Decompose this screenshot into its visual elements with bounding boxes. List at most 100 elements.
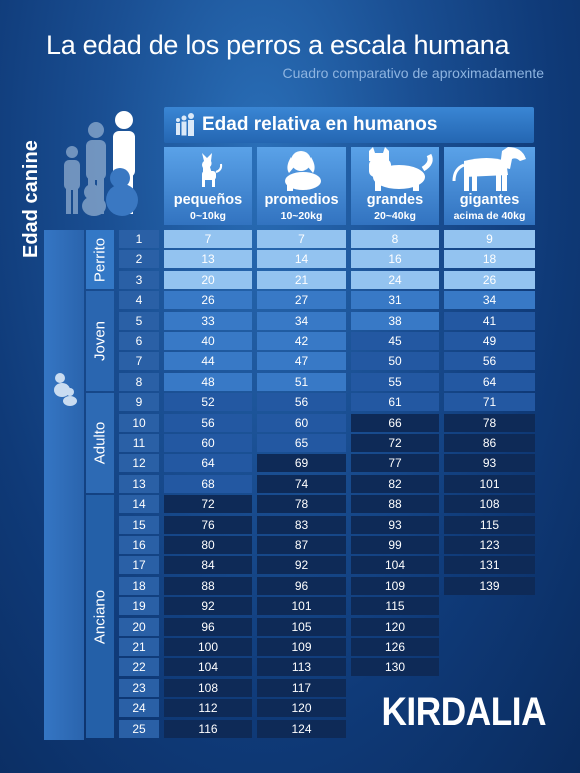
relative-age-header: Edad relativa en humanos	[164, 107, 534, 143]
human-age-cell: 65	[257, 434, 346, 452]
human-age-cell: 86	[444, 434, 535, 452]
human-age-cell: 116	[164, 719, 252, 738]
dog-age-cell: 3	[119, 270, 159, 289]
human-age-cell: 20	[164, 270, 252, 289]
dog-age-cell: 19	[119, 597, 159, 616]
dog-age-cell: 2	[119, 250, 159, 269]
human-age-cell: 60	[164, 434, 252, 452]
human-age-cell: 47	[257, 352, 346, 371]
human-age-cell: 77	[351, 454, 439, 473]
human-age-cell: 72	[164, 495, 252, 514]
human-age-cell: 45	[351, 332, 439, 350]
dog-age-cell: 20	[119, 617, 159, 636]
column-label-small: pequeños	[173, 192, 243, 208]
human-age-cell: 50	[351, 352, 439, 371]
human-age-cell: 115	[444, 515, 535, 534]
human-age-cell: 55	[351, 372, 439, 391]
dog-age-cell: 22	[119, 658, 159, 677]
human-age-cell: 87	[257, 536, 346, 554]
dog-age-cell: 16	[119, 536, 159, 554]
human-age-cell: 52	[164, 393, 252, 412]
human-age-cell: 108	[444, 495, 535, 514]
human-age-cell: 40	[164, 332, 252, 350]
human-age-cell: 84	[164, 556, 252, 575]
human-age-cell: 74	[257, 474, 346, 493]
human-age-cell: 14	[257, 250, 346, 269]
human-age-cell: 131	[444, 556, 535, 575]
human-age-cell: 24	[351, 270, 439, 289]
human-family-icon	[64, 111, 138, 216]
dog-age-cell: 14	[119, 495, 159, 514]
relative-age-title: Edad relativa en humanos	[202, 114, 438, 135]
human-age-cell: 71	[444, 393, 535, 412]
human-age-cell: 34	[257, 311, 346, 330]
human-age-cell: 99	[351, 536, 439, 554]
human-age-cell: 113	[257, 658, 346, 677]
human-age-cell: 120	[257, 699, 346, 718]
human-age-cell: 120	[351, 617, 439, 636]
human-age-cell: 26	[164, 291, 252, 310]
dog-age-cell: 4	[119, 291, 159, 310]
human-age-cell: 83	[257, 515, 346, 534]
dog-family-icon	[54, 373, 77, 406]
human-age-cell: 7	[257, 230, 346, 248]
human-age-cell: 7	[164, 230, 252, 248]
column-weight-medium: 10~20kg	[280, 210, 323, 222]
column-header-medium: promedios 10~20kg	[257, 147, 346, 225]
human-age-cell: 38	[351, 311, 439, 330]
human-age-cell: 88	[351, 495, 439, 514]
giant-dog-icon	[452, 147, 526, 191]
life-stage-band: Perrito	[86, 230, 114, 290]
human-age-cell: 69	[257, 454, 346, 473]
life-stage-band: Joven	[86, 291, 114, 392]
human-age-cell: 31	[351, 291, 439, 310]
human-age-cell: 104	[164, 658, 252, 677]
human-age-cell: 26	[444, 270, 535, 289]
human-age-cell: 41	[444, 311, 535, 330]
page-title: La edad de los perros a escala humana	[46, 30, 510, 60]
dog-age-cell: 5	[119, 311, 159, 330]
human-age-cell: 96	[257, 576, 346, 595]
dog-age-cell: 6	[119, 332, 159, 350]
life-stage-label: Adulto	[91, 421, 109, 465]
human-age-cell: 48	[164, 372, 252, 391]
human-age-cell: 92	[164, 597, 252, 616]
human-age-cell: 109	[351, 576, 439, 595]
human-age-cell: 49	[444, 332, 535, 350]
column-header-giant: gigantes acima de 40kg	[444, 147, 535, 225]
human-age-cell: 139	[444, 576, 535, 595]
human-age-cell: 68	[164, 474, 252, 493]
human-age-cell: 44	[164, 352, 252, 371]
life-stage-label: Perrito	[91, 237, 109, 282]
canine-age-label: Edad canine	[20, 140, 42, 258]
human-age-cell: 93	[351, 515, 439, 534]
life-stage-band: Anciano	[86, 495, 114, 738]
people-icon	[176, 113, 194, 136]
human-age-cell: 108	[164, 678, 252, 697]
life-stage-label: Joven	[91, 321, 109, 362]
small-dog-icon	[202, 153, 223, 187]
human-age-cell: 60	[257, 413, 346, 432]
dog-age-cell: 24	[119, 699, 159, 718]
human-age-cell: 124	[257, 719, 346, 738]
human-age-cell: 109	[257, 638, 346, 656]
life-stage-label: Anciano	[91, 589, 109, 644]
human-age-cell: 104	[351, 556, 439, 575]
human-age-cell: 78	[257, 495, 346, 514]
dog-age-cell: 17	[119, 556, 159, 575]
human-age-cell: 112	[164, 699, 252, 718]
column-weight-giant: acima de 40kg	[453, 210, 526, 222]
dog-age-cell: 7	[119, 352, 159, 371]
column-label-large: grandes	[366, 192, 424, 208]
human-age-cell: 33	[164, 311, 252, 330]
column-header-large: grandes 20~40kg	[351, 147, 439, 225]
human-age-cell: 21	[257, 270, 346, 289]
human-age-cell: 66	[351, 413, 439, 432]
human-age-cell: 56	[444, 352, 535, 371]
human-age-cell: 18	[444, 250, 535, 269]
column-weight-large: 20~40kg	[374, 210, 416, 222]
human-age-cell: 13	[164, 250, 252, 269]
column-header-small: pequeños 0~10kg	[164, 147, 252, 225]
dog-age-cell: 15	[119, 515, 159, 534]
human-age-cell: 72	[351, 434, 439, 452]
